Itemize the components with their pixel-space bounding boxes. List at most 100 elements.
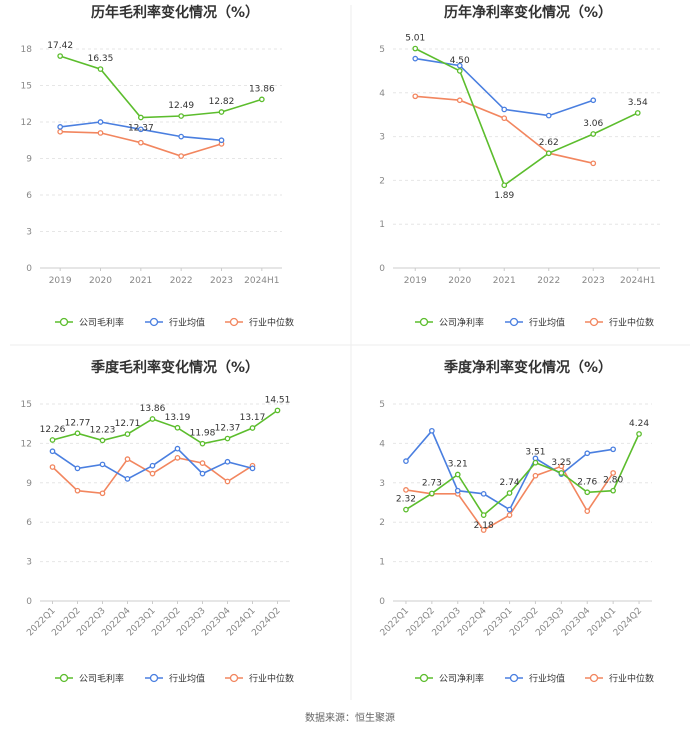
legend-marker-icon — [419, 673, 429, 683]
legend-marker-icon — [149, 317, 159, 327]
data-point-industry_avg — [218, 137, 225, 144]
legend-label: 行业均值 — [529, 317, 565, 329]
y-tick-label: 18 — [21, 45, 33, 55]
series-line-company — [405, 433, 640, 517]
data-point-company — [545, 150, 552, 157]
data-point-company — [178, 113, 185, 119]
legend-item-industry_avg[interactable]: 行业均值 — [145, 673, 205, 685]
legend-item-industry_avg[interactable]: 行业均值 — [505, 317, 565, 329]
data-point-industry_avg — [403, 458, 409, 464]
data-point-industry_avg — [149, 462, 156, 469]
data-point-company — [634, 110, 641, 116]
data-label: 3.25 — [551, 458, 571, 468]
chart-title: 历年毛利率变化情况（%） — [91, 4, 259, 21]
data-label: 2.18 — [474, 521, 494, 531]
data-point-company — [506, 490, 513, 496]
data-point-industry_median — [456, 97, 463, 104]
x-tick-label: 2021 — [129, 276, 152, 286]
chart-panel-4: 季度净利率变化情况（%）0123452022Q12022Q22022Q32022… — [379, 359, 654, 685]
data-label: 12.49 — [168, 101, 194, 111]
data-point-industry_avg — [99, 461, 106, 468]
data-point-industry_avg — [224, 458, 231, 465]
data-point-industry_avg — [428, 427, 435, 434]
data-point-company — [137, 114, 144, 121]
data-label: 2.76 — [577, 477, 597, 487]
y-tick-label: 12 — [21, 118, 32, 128]
data-point-company — [124, 431, 131, 437]
data-label: 14.51 — [265, 395, 291, 405]
chart-title: 季度毛利率变化情况（%） — [90, 359, 259, 376]
data-point-industry_avg — [590, 97, 597, 104]
legend: 公司毛利率 行业均值 行业中位数 — [55, 317, 294, 329]
data-label: 3.06 — [583, 119, 603, 129]
data-point-industry_median — [124, 456, 131, 463]
y-tick-label: 3 — [379, 479, 385, 489]
x-tick-label: 2019 — [49, 276, 72, 286]
data-label: 4.24 — [629, 419, 649, 429]
data-label: 12.23 — [90, 425, 116, 435]
data-point-industry_median — [412, 93, 419, 100]
data-point-company — [199, 440, 206, 447]
legend-marker-icon — [589, 317, 599, 327]
series-line-company — [414, 47, 639, 187]
legend-item-industry_median[interactable]: 行业中位数 — [225, 673, 294, 685]
data-point-industry_median — [480, 527, 487, 533]
legend-item-company[interactable]: 公司毛利率 — [55, 317, 124, 329]
y-tick-label: 2 — [379, 518, 385, 528]
x-tick-label: 2020 — [89, 276, 112, 286]
data-point-industry_median — [178, 153, 185, 159]
data-label: 13.17 — [240, 413, 266, 423]
y-tick-label: 1 — [379, 558, 385, 568]
chart-panel-1: 历年毛利率变化情况（%） 0 3 6 9 12 15 18 2019 2020 2021 2022 20… — [21, 4, 294, 329]
data-label: 13.86 — [140, 404, 166, 414]
chart-panel-2: 历年净利率变化情况（%） 0 1 2 3 4 5 2019 2020 2021 2022 2023 20… — [379, 4, 660, 329]
legend-label: 行业中位数 — [609, 673, 654, 685]
legend-label: 公司净利率 — [439, 673, 484, 685]
legend-label: 公司毛利率 — [79, 317, 124, 329]
data-point-industry_median — [506, 512, 513, 518]
x-tick-label: 2021 — [493, 276, 516, 286]
legend-item-industry_median[interactable]: 行业中位数 — [225, 317, 294, 329]
data-point-industry_avg — [456, 62, 463, 69]
y-tick-label: 12 — [21, 439, 32, 449]
x-tick-label: 2019 — [404, 276, 427, 286]
data-point-industry_avg — [249, 465, 256, 472]
data-source: 数据来源：恒生聚源 — [305, 711, 395, 724]
data-point-company — [590, 131, 597, 137]
data-point-industry_median — [558, 463, 565, 470]
data-point-industry_median — [501, 115, 508, 122]
y-tick-label: 5 — [379, 400, 385, 410]
data-point-industry_avg — [199, 470, 206, 477]
data-point-industry_avg — [49, 448, 56, 455]
series-line-company — [59, 55, 263, 119]
legend-item-industry_median[interactable]: 行业中位数 — [585, 317, 654, 329]
data-label: 3.54 — [628, 98, 648, 108]
x-tick-label: 2023 — [210, 276, 233, 286]
legend-marker-icon — [419, 317, 429, 327]
data-label: 12.37 — [128, 123, 154, 133]
legend-item-industry_avg[interactable]: 行业均值 — [145, 317, 205, 329]
data-point-company — [174, 424, 181, 431]
data-point-industry_avg — [412, 55, 419, 62]
legend-item-company[interactable]: 公司毛利率 — [55, 673, 124, 685]
data-label: 2.73 — [422, 478, 442, 488]
data-point-industry_avg — [501, 106, 508, 113]
data-point-company — [224, 435, 231, 442]
data-label: 2.80 — [603, 476, 623, 486]
data-point-company — [403, 506, 409, 513]
data-point-industry_median — [199, 460, 206, 466]
data-point-company — [57, 53, 64, 59]
y-tick-label: 0 — [379, 597, 385, 607]
data-point-industry_median — [224, 478, 231, 485]
data-point-industry_median — [149, 470, 156, 477]
legend-item-company[interactable]: 公司净利率 — [415, 317, 484, 329]
data-label: 2.74 — [500, 478, 520, 488]
data-point-company — [610, 487, 617, 494]
legend-item-industry_median[interactable]: 行业中位数 — [585, 673, 654, 685]
legend-item-industry_avg[interactable]: 行业均值 — [505, 673, 565, 685]
legend-label: 行业均值 — [169, 673, 205, 685]
data-label: 17.42 — [47, 41, 73, 51]
legend-item-company[interactable]: 公司净利率 — [415, 673, 484, 685]
y-tick-label: 0 — [379, 264, 385, 274]
data-point-industry_median — [74, 487, 81, 494]
